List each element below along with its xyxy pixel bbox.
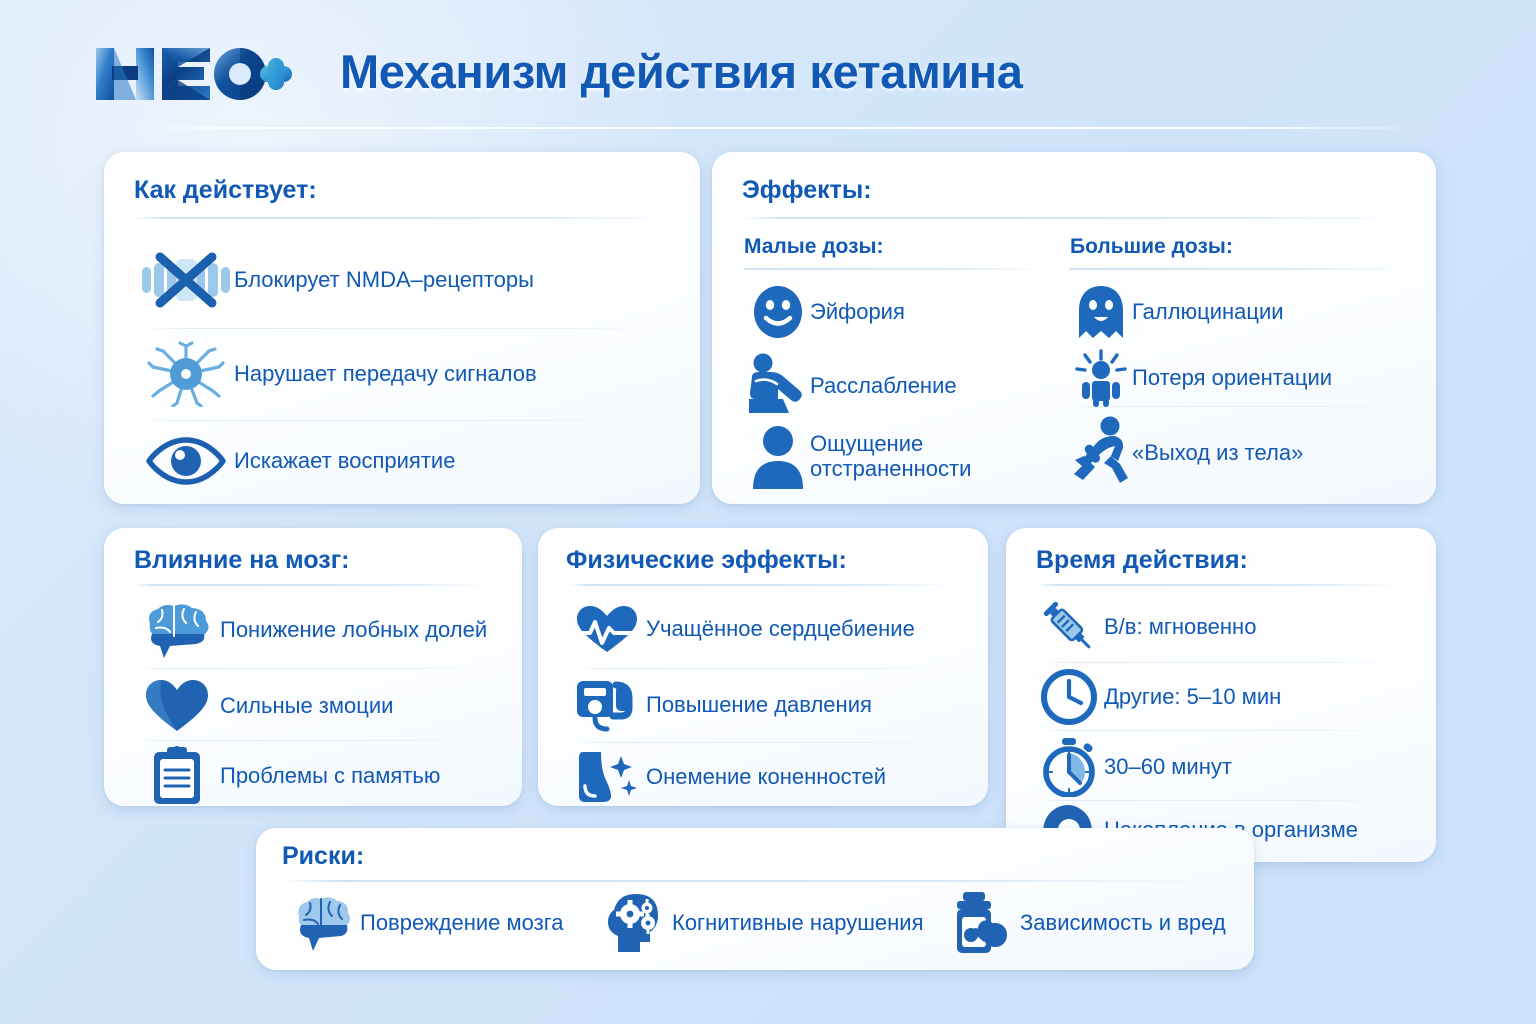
list-item[interactable]: Учащённое сердцебиение bbox=[568, 598, 968, 660]
list-item-label: Другие: 5–10 мин bbox=[1104, 683, 1282, 709]
card-how-it-works-divider bbox=[134, 217, 674, 219]
list-item-label: Блокирует NMDA–рецепторы bbox=[234, 266, 534, 292]
list-item-label: Искажает восприятие bbox=[234, 447, 456, 473]
list-item-label: Когнитивные нарушения bbox=[672, 909, 924, 935]
list-item-label: Проблемы с памятью bbox=[220, 762, 441, 788]
effects-low-dose-title: Малые дозы: bbox=[744, 235, 884, 258]
clipboard-icon bbox=[134, 746, 220, 806]
card-effects-title: Эффекты: bbox=[742, 176, 872, 204]
list-item-label: «Выход из тела» bbox=[1132, 439, 1304, 465]
ghost-icon bbox=[1070, 283, 1132, 341]
row-divider bbox=[568, 668, 960, 669]
smiley-face-icon bbox=[746, 284, 810, 340]
blood-pressure-monitor-icon bbox=[568, 675, 646, 735]
card-risks-title: Риски: bbox=[282, 842, 365, 870]
list-item[interactable]: Понижение лобных долей bbox=[134, 598, 504, 662]
list-item-label: Зависимость и вред bbox=[1020, 909, 1226, 935]
list-item[interactable]: Расслабление bbox=[746, 352, 1056, 420]
list-item[interactable]: «Выход из тела» bbox=[1070, 414, 1410, 492]
person-silhouette-icon bbox=[746, 423, 810, 491]
list-item-label: Сильные змоции bbox=[220, 692, 394, 718]
blocked-receptor-icon bbox=[138, 248, 234, 312]
running-person-icon bbox=[1070, 415, 1132, 491]
list-item-label: В/в: мгновенно bbox=[1104, 613, 1257, 639]
card-risks: Риски: Повреждение мозга bbox=[256, 828, 1254, 970]
list-item-label: Ощущение отстраненности bbox=[810, 431, 972, 481]
list-item[interactable]: Нарушает передачу сигналов bbox=[138, 338, 678, 410]
card-brain-impact-divider bbox=[134, 584, 492, 586]
card-duration-divider bbox=[1036, 584, 1406, 586]
card-physical-effects: Физические эффекты: Учащённое сердцебиен… bbox=[538, 528, 988, 806]
effects-high-dose-title: Большие дозы: bbox=[1070, 235, 1233, 258]
list-item[interactable]: Онемение коненностей bbox=[568, 748, 968, 806]
brain-icon bbox=[134, 600, 220, 660]
list-item-label: Галлюцинации bbox=[1132, 298, 1284, 324]
list-item-label: Повреждение мозга bbox=[360, 909, 564, 935]
row-divider bbox=[1034, 730, 1408, 731]
reclining-person-icon bbox=[746, 352, 810, 420]
card-brain-impact: Влияние на мозг: Понижение лобных долей … bbox=[104, 528, 522, 806]
header-divider bbox=[100, 127, 1440, 129]
head-gears-icon bbox=[596, 891, 672, 955]
list-item-label: Расслабление bbox=[810, 372, 957, 398]
pill-bottle-icon bbox=[944, 890, 1020, 956]
card-physical-effects-divider bbox=[566, 584, 960, 586]
eye-icon bbox=[138, 433, 234, 489]
list-item[interactable]: Зависимость и вред bbox=[944, 890, 1244, 956]
heart-pulse-icon bbox=[568, 601, 646, 657]
row-divider bbox=[138, 420, 674, 421]
list-item-label: Онемение коненностей bbox=[646, 763, 887, 789]
neuron-icon bbox=[138, 341, 234, 407]
list-item-label: Понижение лобных долей bbox=[220, 616, 488, 642]
list-item-label: Повышение давления bbox=[646, 691, 872, 717]
list-item[interactable]: Повышение давления bbox=[568, 674, 968, 736]
card-duration-title: Время действия: bbox=[1036, 546, 1248, 574]
card-effects: Эффекты: Малые дозы: Эйфория Расслаблени… bbox=[712, 152, 1436, 504]
list-item-label: Нарушает передачу сигналов bbox=[234, 360, 537, 386]
list-item[interactable]: Когнитивные нарушения bbox=[596, 890, 926, 956]
list-item[interactable]: В/в: мгновенно bbox=[1034, 596, 1414, 658]
effects-low-dose-divider bbox=[744, 268, 1044, 270]
row-divider bbox=[134, 668, 494, 669]
card-physical-effects-title: Физические эффекты: bbox=[566, 546, 847, 574]
row-divider bbox=[138, 328, 674, 329]
list-item[interactable]: Эйфория bbox=[746, 282, 1056, 342]
damaged-brain-icon bbox=[284, 891, 360, 955]
card-how-it-works: Как действует: Блокирует NMDA–ре bbox=[104, 152, 700, 504]
row-divider bbox=[568, 742, 960, 743]
card-risks-divider bbox=[282, 880, 1222, 882]
list-item-label: Эйфория bbox=[810, 298, 905, 324]
dizzy-person-icon bbox=[1070, 348, 1132, 408]
clock-icon bbox=[1034, 668, 1104, 726]
list-item[interactable]: Проблемы с памятью bbox=[134, 746, 504, 806]
list-item-label: Потеря ориентации bbox=[1132, 364, 1333, 390]
row-divider bbox=[1034, 800, 1408, 801]
syringe-icon bbox=[1034, 596, 1104, 658]
stopwatch-icon bbox=[1034, 736, 1104, 798]
list-item[interactable]: Ощущение отстраненности bbox=[746, 422, 1056, 492]
list-item[interactable]: Повреждение мозга bbox=[284, 890, 584, 956]
list-item[interactable]: Искажает восприятие bbox=[138, 430, 678, 492]
list-item-label: 30–60 минут bbox=[1104, 753, 1232, 779]
list-item-label: Учащённое сердцебиение bbox=[646, 615, 915, 641]
neo-plus-logo bbox=[92, 40, 292, 106]
card-how-it-works-title: Как действует: bbox=[134, 176, 317, 204]
numb-foot-icon bbox=[568, 749, 646, 805]
list-item[interactable]: Галлюцинации bbox=[1070, 282, 1410, 342]
card-duration: Время действия: В/в: мгновенно bbox=[1006, 528, 1436, 862]
list-item[interactable]: Сильные змоции bbox=[134, 676, 504, 736]
list-item[interactable]: Другие: 5–10 мин bbox=[1034, 668, 1414, 726]
row-divider bbox=[1070, 406, 1400, 407]
effects-high-dose-divider bbox=[1070, 268, 1400, 270]
list-item[interactable]: Блокирует NMDA–рецепторы bbox=[138, 244, 678, 316]
page-title: Механизм действия кетамина bbox=[340, 45, 1023, 98]
card-effects-divider bbox=[742, 217, 1406, 219]
heart-icon bbox=[134, 678, 220, 734]
row-divider bbox=[1034, 662, 1408, 663]
row-divider bbox=[134, 740, 494, 741]
card-brain-impact-title: Влияние на мозг: bbox=[134, 546, 350, 574]
list-item[interactable]: Потеря ориентации bbox=[1070, 348, 1410, 408]
list-item[interactable]: 30–60 минут bbox=[1034, 736, 1414, 798]
page-header: Механизм действия кетамина bbox=[0, 0, 1536, 130]
